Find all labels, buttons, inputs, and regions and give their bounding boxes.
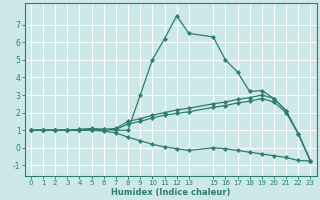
X-axis label: Humidex (Indice chaleur): Humidex (Indice chaleur)	[111, 188, 230, 197]
